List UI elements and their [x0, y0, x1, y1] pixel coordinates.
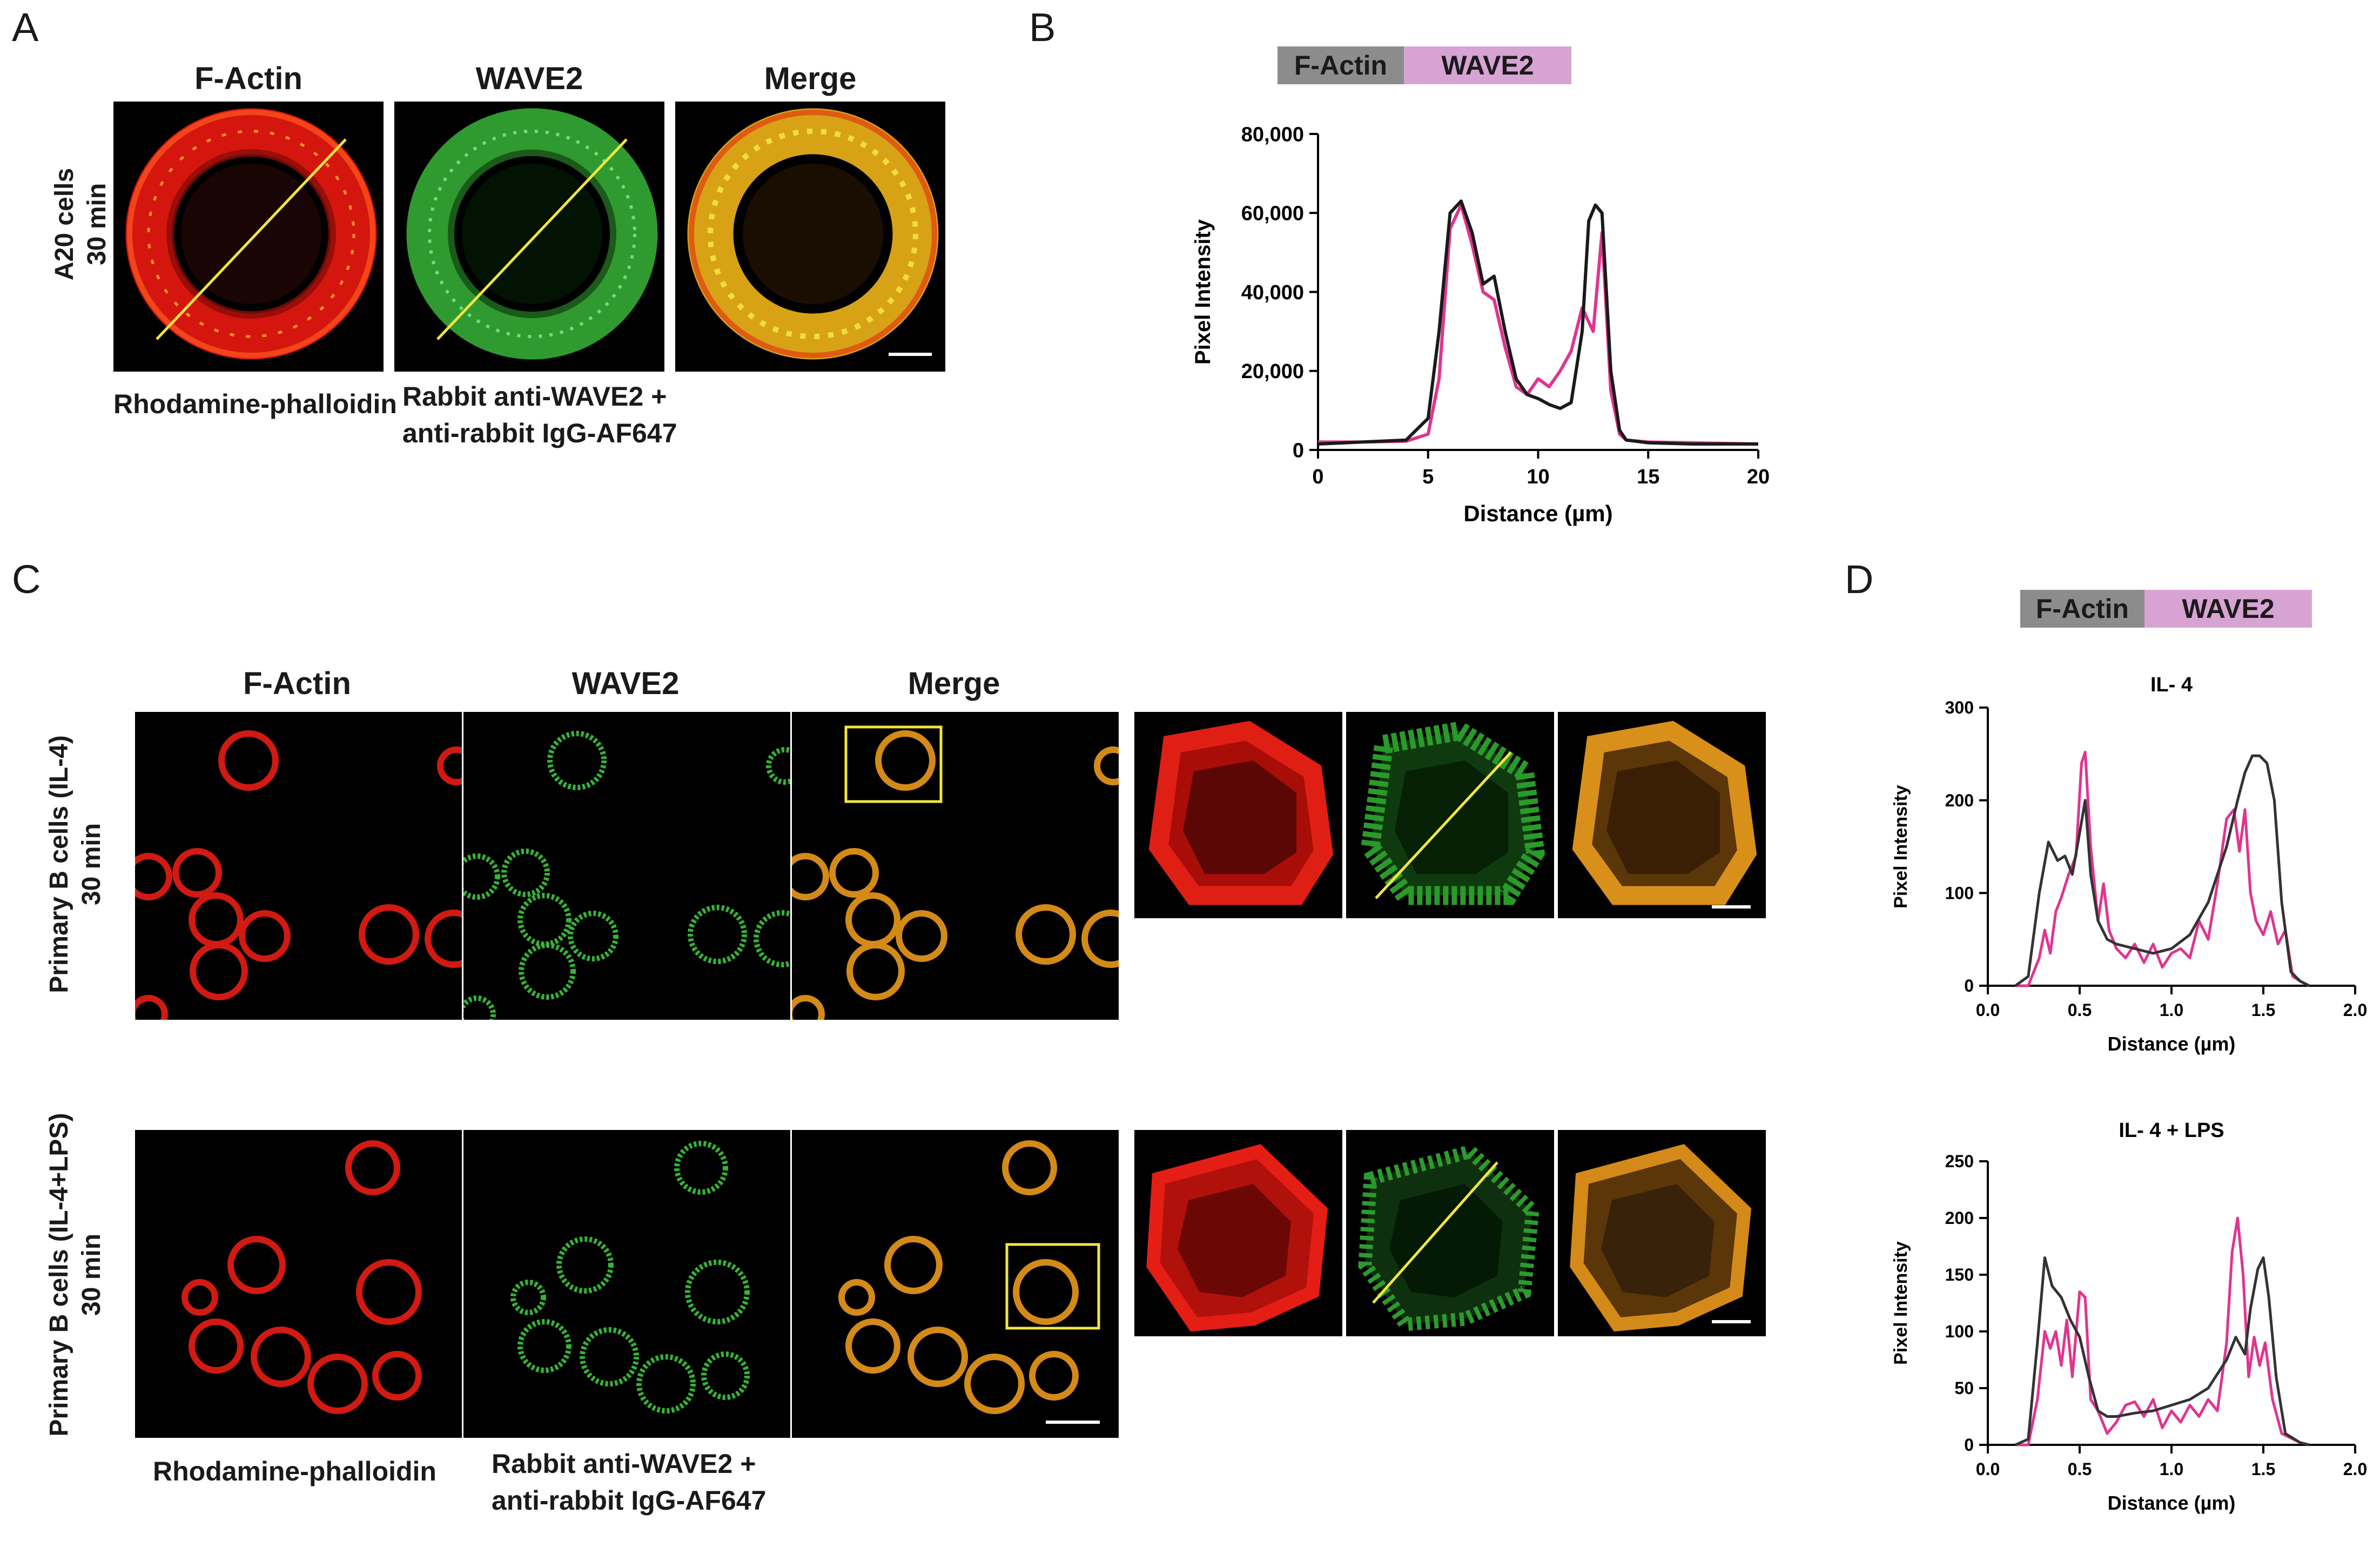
- y-tick-label: 150: [1945, 1265, 1974, 1284]
- header-merge: Merge: [764, 61, 857, 96]
- x-tick-label: 10: [1527, 466, 1549, 488]
- y-axis-label: Pixel Intensity: [1191, 219, 1215, 365]
- x-tick-label: 1.5: [2251, 1459, 2275, 1479]
- header-c-f-actin: F-Actin: [243, 666, 351, 701]
- x-tick-label: 0.5: [2068, 1459, 2092, 1479]
- y-tick-label: 200: [1945, 791, 1974, 810]
- header-c-merge: Merge: [907, 666, 1000, 701]
- legend-wave2: WAVE2: [1404, 46, 1571, 84]
- chart-d-il4: IL- 4 0 100 200 300 0.0 0.5 1.0 1.5 2.0 Distance (…: [1891, 674, 2367, 1055]
- scale-bar: [889, 353, 932, 356]
- legend-d: F-Actin WAVE2: [2020, 590, 2312, 628]
- zoom-c-il4-wave2: [1346, 712, 1554, 918]
- legend-f-actin: F-Actin: [1278, 46, 1404, 84]
- zoom-c-lps-f-actin: [1134, 1130, 1342, 1336]
- zoom-c-il4-f-actin: [1134, 712, 1342, 918]
- legend-f-actin: F-Actin: [2020, 590, 2144, 628]
- series-line-wave2: [2015, 1216, 2310, 1446]
- x-tick-label: 1.5: [2251, 1000, 2275, 1020]
- caption-a-phalloidin: Rhodamine-phalloidin: [113, 389, 397, 419]
- legend-wave2: WAVE2: [2144, 590, 2312, 628]
- series-line-f-actin: [2014, 754, 2310, 987]
- image-a-f-actin: [113, 102, 384, 372]
- zoom-box: [844, 725, 943, 803]
- caption-c-antibody: Rabbit anti-WAVE2 + anti-rabbit IgG-AF647: [492, 1449, 767, 1516]
- image-c-lps-f-actin: [135, 1130, 462, 1438]
- y-tick-label: 80,000: [1241, 123, 1304, 146]
- chart-title: IL- 4 + LPS: [2119, 1119, 2224, 1142]
- scale-bar: [1046, 1421, 1100, 1424]
- series-line-f-actin: [1317, 199, 1758, 446]
- panel-letter-c: C: [12, 557, 41, 602]
- y-tick-label: 250: [1945, 1152, 1974, 1171]
- image-c-il4-wave2: [463, 712, 790, 1020]
- y-tick-label: 200: [1945, 1208, 1974, 1228]
- image-c-lps-merge: [792, 1130, 1119, 1438]
- image-a-wave2: [394, 102, 664, 372]
- header-wave2: WAVE2: [475, 61, 583, 96]
- y-axis-label: Pixel Intensity: [1891, 785, 1911, 909]
- row-label-il4: Primary B cells (IL-4) 30 min: [45, 735, 106, 993]
- x-tick-label: 5: [1422, 466, 1434, 488]
- image-c-lps-wave2: [463, 1130, 790, 1438]
- x-tick-label: 1.0: [2160, 1459, 2183, 1479]
- series-line-wave2: [2015, 750, 2310, 987]
- x-tick-label: 0.0: [1976, 1000, 2000, 1020]
- x-axis-label: Distance (µm): [2108, 1492, 2236, 1514]
- x-tick-label: 2.0: [2343, 1459, 2367, 1479]
- series-line-f-actin: [2014, 1256, 2310, 1446]
- x-tick-label: 15: [1637, 466, 1659, 488]
- caption-c-phalloidin: Rhodamine-phalloidin: [153, 1456, 436, 1486]
- image-c-il4-merge: [792, 712, 1119, 1020]
- y-tick-label: 0: [1964, 1435, 1974, 1455]
- series-line-wave2: [1318, 203, 1759, 446]
- chart-d-il4-lps: IL- 4 + LPS 0 50 100 150 200 250 0.0 0.5 1.0 1.5 2.…: [1891, 1119, 2367, 1514]
- x-tick-label: 1.0: [2160, 1000, 2183, 1020]
- y-tick-label: 100: [1945, 884, 1974, 903]
- x-tick-label: 0.5: [2068, 1000, 2092, 1020]
- x-tick-label: 2.0: [2343, 1000, 2367, 1020]
- chart-title: IL- 4: [2150, 674, 2193, 696]
- zoom-c-il4-merge: [1558, 712, 1766, 918]
- image-c-il4-f-actin: [135, 712, 462, 1020]
- y-tick-label: 40,000: [1241, 281, 1304, 304]
- y-tick-label: 0: [1293, 439, 1304, 462]
- x-tick-label: 0.0: [1976, 1459, 2000, 1479]
- scale-bar: [1712, 1320, 1751, 1323]
- zoom-box: [1005, 1243, 1100, 1330]
- zoom-c-lps-merge: [1558, 1130, 1766, 1336]
- caption-a-antibody: Rabbit anti-WAVE2 + anti-rabbit IgG-AF647: [402, 381, 677, 448]
- header-c-wave2: WAVE2: [572, 666, 680, 701]
- y-tick-label: 0: [1964, 976, 1974, 995]
- y-axis-label: Pixel Intensity: [1891, 1241, 1911, 1365]
- y-tick-label: 100: [1945, 1322, 1974, 1341]
- scale-bar: [1712, 905, 1751, 909]
- x-tick-label: 0: [1312, 466, 1323, 488]
- x-tick-label: 20: [1747, 466, 1770, 488]
- image-a-merge: [675, 102, 945, 372]
- y-tick-label: 60,000: [1241, 203, 1304, 225]
- panel-letter-d: D: [1845, 557, 1874, 602]
- panel-letter-a: A: [12, 5, 39, 50]
- row-label-a20: A20 cells 30 min: [50, 167, 111, 281]
- x-axis-label: Distance (µm): [1463, 501, 1612, 526]
- x-axis-label: Distance (µm): [2108, 1033, 2236, 1055]
- y-tick-label: 20,000: [1241, 360, 1304, 383]
- chart-b: 0 20,000 40,000 60,000 80,000 0 5 10 15 20 Distanc…: [1191, 123, 1770, 526]
- legend-b: F-Actin WAVE2: [1278, 46, 1571, 84]
- row-label-il4-lps: Primary B cells (IL-4+LPS) 30 min: [45, 1113, 106, 1437]
- zoom-c-lps-wave2: [1346, 1130, 1554, 1336]
- panel-letter-b: B: [1029, 5, 1056, 50]
- y-tick-label: 300: [1945, 698, 1974, 717]
- y-tick-label: 50: [1954, 1378, 1974, 1398]
- header-f-actin: F-Actin: [194, 61, 302, 96]
